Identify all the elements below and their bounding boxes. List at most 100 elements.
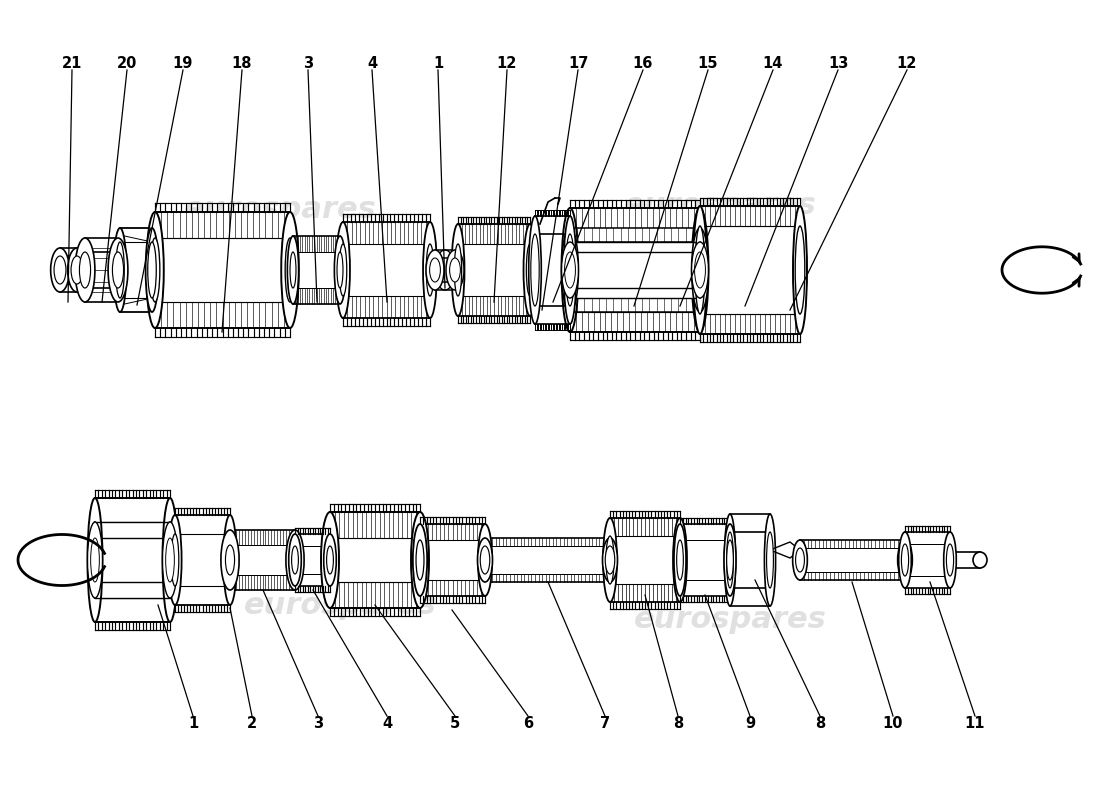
Text: 8: 8 xyxy=(673,715,683,730)
Ellipse shape xyxy=(334,236,345,304)
Text: eurospares: eurospares xyxy=(624,190,816,219)
Ellipse shape xyxy=(151,238,160,302)
Ellipse shape xyxy=(603,518,617,602)
Ellipse shape xyxy=(221,530,239,590)
Ellipse shape xyxy=(146,212,164,328)
Text: 21: 21 xyxy=(62,55,82,70)
Text: 1: 1 xyxy=(188,715,198,730)
Ellipse shape xyxy=(526,244,534,296)
Ellipse shape xyxy=(286,530,304,590)
Ellipse shape xyxy=(226,545,234,575)
Ellipse shape xyxy=(285,238,295,302)
Ellipse shape xyxy=(563,216,576,324)
Text: 17: 17 xyxy=(568,55,588,70)
Text: 5: 5 xyxy=(450,715,460,730)
Text: 3: 3 xyxy=(302,55,313,70)
Ellipse shape xyxy=(795,548,804,572)
Ellipse shape xyxy=(676,536,684,584)
Ellipse shape xyxy=(88,522,102,598)
Ellipse shape xyxy=(290,545,299,575)
Ellipse shape xyxy=(430,258,440,282)
Text: 9: 9 xyxy=(745,715,755,730)
Ellipse shape xyxy=(172,534,179,586)
Ellipse shape xyxy=(725,514,736,606)
Ellipse shape xyxy=(692,228,708,312)
Ellipse shape xyxy=(163,498,177,622)
Polygon shape xyxy=(420,524,485,596)
Polygon shape xyxy=(434,250,455,290)
Polygon shape xyxy=(680,524,730,596)
Ellipse shape xyxy=(90,538,99,582)
Polygon shape xyxy=(535,216,570,324)
Ellipse shape xyxy=(51,248,69,292)
Polygon shape xyxy=(95,498,170,622)
Ellipse shape xyxy=(424,222,437,318)
Text: 10: 10 xyxy=(882,715,903,730)
Ellipse shape xyxy=(147,242,156,298)
Ellipse shape xyxy=(426,244,433,296)
Ellipse shape xyxy=(946,544,954,576)
Text: 18: 18 xyxy=(232,55,252,70)
Ellipse shape xyxy=(477,538,493,582)
Ellipse shape xyxy=(165,522,175,598)
Ellipse shape xyxy=(79,252,90,288)
Ellipse shape xyxy=(454,244,462,296)
Ellipse shape xyxy=(564,242,575,298)
Ellipse shape xyxy=(75,238,95,302)
Text: 16: 16 xyxy=(632,55,653,70)
Text: 6: 6 xyxy=(522,715,534,730)
Ellipse shape xyxy=(695,226,705,314)
Polygon shape xyxy=(293,236,340,304)
Polygon shape xyxy=(95,522,170,598)
Text: eurospares: eurospares xyxy=(243,590,437,619)
Ellipse shape xyxy=(793,206,807,334)
Ellipse shape xyxy=(477,524,492,596)
Polygon shape xyxy=(343,222,430,318)
Ellipse shape xyxy=(446,250,464,290)
Ellipse shape xyxy=(287,236,298,304)
Ellipse shape xyxy=(901,548,910,572)
Ellipse shape xyxy=(450,258,461,282)
Polygon shape xyxy=(610,518,680,602)
Text: 19: 19 xyxy=(173,55,194,70)
Ellipse shape xyxy=(227,534,234,586)
Text: 7: 7 xyxy=(600,715,610,730)
Text: 2: 2 xyxy=(246,715,257,730)
Polygon shape xyxy=(230,530,295,590)
Ellipse shape xyxy=(282,212,299,328)
Ellipse shape xyxy=(416,540,424,580)
Ellipse shape xyxy=(292,546,298,574)
Ellipse shape xyxy=(290,252,296,288)
Text: 1: 1 xyxy=(433,55,443,70)
Ellipse shape xyxy=(764,514,776,606)
Ellipse shape xyxy=(561,228,579,312)
Polygon shape xyxy=(155,212,290,328)
Ellipse shape xyxy=(481,540,490,580)
Ellipse shape xyxy=(694,242,705,298)
Polygon shape xyxy=(175,515,230,605)
Ellipse shape xyxy=(974,552,987,568)
Ellipse shape xyxy=(68,248,87,292)
Text: 14: 14 xyxy=(762,55,783,70)
Ellipse shape xyxy=(724,524,736,596)
Ellipse shape xyxy=(54,256,66,284)
Ellipse shape xyxy=(412,524,427,596)
Ellipse shape xyxy=(727,540,734,580)
Ellipse shape xyxy=(411,512,429,608)
Ellipse shape xyxy=(168,515,182,605)
Text: 13: 13 xyxy=(828,55,848,70)
Ellipse shape xyxy=(288,534,301,586)
Ellipse shape xyxy=(564,228,575,312)
Polygon shape xyxy=(120,228,152,312)
Ellipse shape xyxy=(426,250,444,290)
Ellipse shape xyxy=(606,536,614,584)
Ellipse shape xyxy=(603,538,617,582)
Ellipse shape xyxy=(899,532,911,588)
Polygon shape xyxy=(730,514,770,606)
Text: 3: 3 xyxy=(312,715,323,730)
Ellipse shape xyxy=(72,256,82,284)
Ellipse shape xyxy=(112,252,123,288)
Ellipse shape xyxy=(108,238,128,302)
Ellipse shape xyxy=(88,498,102,622)
Ellipse shape xyxy=(434,250,455,290)
